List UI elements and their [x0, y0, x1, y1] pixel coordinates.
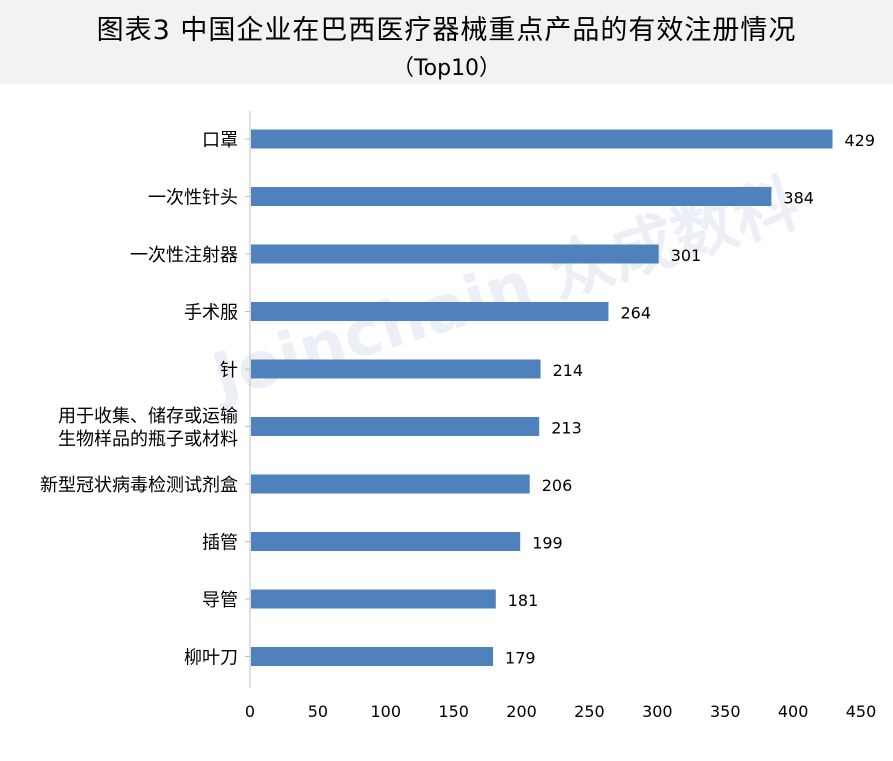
- bar: [251, 359, 541, 379]
- category-label: 插管: [202, 533, 238, 554]
- x-tick-label: 250: [574, 702, 605, 721]
- category-label: 一次性注射器: [130, 245, 238, 266]
- category-label: 导管: [202, 590, 238, 611]
- value-labels: 429 384 301 264 214 213 206 199 181 179: [505, 131, 875, 668]
- bar-chart: 口罩一次性针头一次性注射器手术服针用于收集、储存或运输生物样品的瓶子或材料新型冠…: [40, 111, 876, 721]
- bar: [251, 129, 833, 149]
- category-label: 手术服: [184, 303, 238, 324]
- value-label: 199: [532, 534, 563, 553]
- value-label: 179: [505, 649, 536, 668]
- x-tick-label: 450: [846, 702, 877, 721]
- chart-title: 图表3 中国企业在巴西医疗器械重点产品的有效注册情况: [96, 15, 797, 46]
- value-label: 206: [542, 476, 573, 495]
- value-label: 429: [844, 131, 875, 150]
- value-label: 181: [508, 591, 539, 610]
- category-label: 新型冠状病毒检测试剂盒: [40, 475, 238, 496]
- bar: [251, 647, 494, 666]
- category-label: 一次性针头: [148, 188, 238, 209]
- title-band: 图表3 中国企业在巴西医疗器械重点产品的有效注册情况 （Top10）: [0, 0, 893, 84]
- category-label: 柳叶刀: [184, 648, 238, 669]
- bar: [251, 417, 540, 436]
- bar: [251, 474, 530, 494]
- x-tick-label: 200: [506, 702, 537, 721]
- x-tick-label: 50: [308, 702, 328, 721]
- bar: [251, 244, 659, 264]
- x-tick-label: 100: [371, 702, 402, 721]
- bar: [251, 302, 609, 321]
- x-axis: 0 50 100 150 200 250 300 350 400 450: [245, 111, 876, 721]
- category-labels: 口罩一次性针头一次性注射器手术服针用于收集、储存或运输生物样品的瓶子或材料新型冠…: [40, 130, 238, 669]
- chart-subtitle: （Top10）: [391, 56, 502, 81]
- x-tick-label: 400: [778, 702, 809, 721]
- x-tick-label: 300: [642, 702, 673, 721]
- category-label: 针: [220, 360, 238, 381]
- bar: [251, 532, 521, 551]
- value-label: 301: [671, 246, 702, 265]
- bars-layer: [251, 129, 833, 666]
- category-label: 用于收集、储存或运输: [58, 406, 238, 427]
- value-label: 214: [553, 361, 584, 380]
- value-label: 384: [783, 189, 814, 208]
- category-label: 口罩: [202, 130, 238, 151]
- x-tick-label: 150: [438, 702, 469, 721]
- x-tick-label: 0: [245, 702, 255, 721]
- bar: [251, 589, 496, 609]
- category-label: 生物样品的瓶子或材料: [58, 429, 238, 450]
- value-label: 213: [551, 419, 582, 438]
- bar: [251, 187, 772, 206]
- x-tick-label: 350: [710, 702, 741, 721]
- value-label: 264: [620, 304, 651, 323]
